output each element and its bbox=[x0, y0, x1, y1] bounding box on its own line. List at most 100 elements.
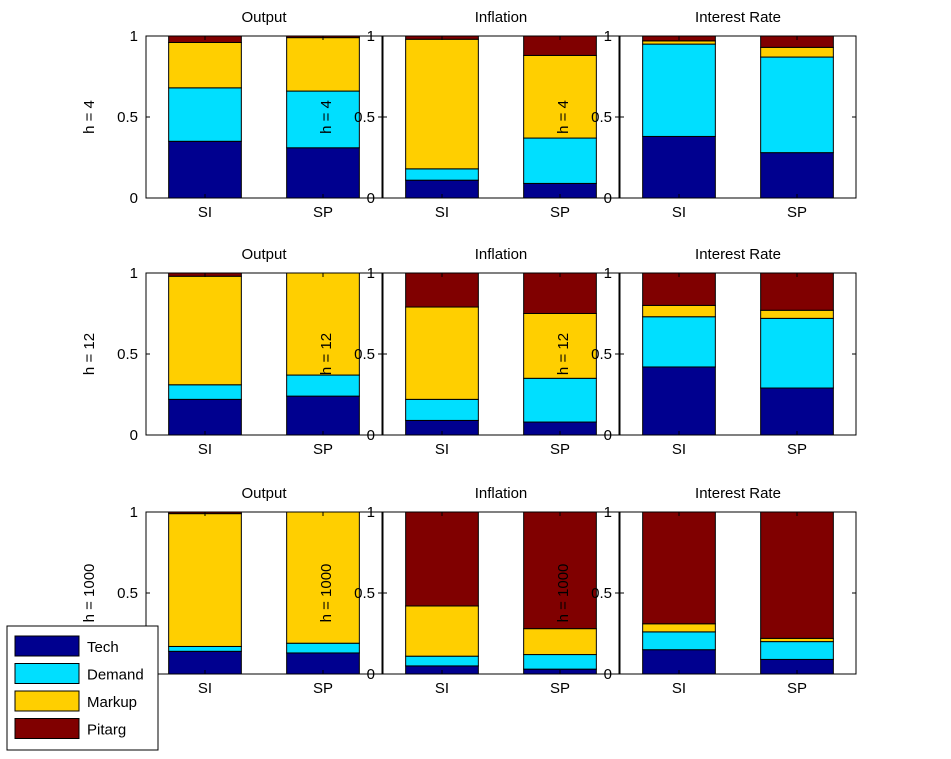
bar-segment-tech-si bbox=[168, 398, 242, 436]
subplot-1: 0 0.5 1 SI SP Output h = 4 bbox=[81, 9, 383, 221]
y-tick-label: 0.5 bbox=[591, 585, 612, 602]
subplot-title: Inflation bbox=[475, 485, 528, 502]
subplot-9: 0 0.5 1 SI SP Interest Rate h = 1000 bbox=[555, 485, 857, 697]
bar-segment-demand-si bbox=[168, 645, 242, 652]
x-tick-label: SI bbox=[435, 204, 449, 221]
bar-segment-pitarg-sp bbox=[760, 511, 834, 639]
bar-segment-markup-si bbox=[642, 304, 716, 318]
legend-label-markup: Markup bbox=[87, 694, 137, 711]
bar-segment-demand-sp bbox=[523, 377, 597, 423]
bar-segment-demand-sp bbox=[760, 56, 834, 154]
x-tick-label: SP bbox=[313, 680, 333, 697]
y-tick-label: 1 bbox=[367, 28, 375, 45]
y-tick-label: 0.5 bbox=[117, 346, 138, 363]
bar-segment-tech-sp bbox=[286, 395, 360, 436]
legend-swatch-tech bbox=[14, 635, 80, 657]
bar-segment-markup-sp bbox=[760, 309, 834, 319]
y-axis-label: h = 12 bbox=[555, 333, 572, 375]
bar-segment-demand-si bbox=[405, 655, 479, 667]
y-tick-label: 1 bbox=[604, 265, 612, 282]
subplot-title: Output bbox=[241, 246, 287, 263]
x-tick-label: SI bbox=[672, 441, 686, 458]
bar-segment-tech-si bbox=[642, 649, 716, 675]
subplot-2: 0 0.5 1 SI SP Inflation h = 4 bbox=[318, 9, 620, 221]
y-tick-label: 1 bbox=[130, 265, 138, 282]
x-tick-label: SI bbox=[672, 204, 686, 221]
legend-swatch-markup bbox=[14, 690, 80, 712]
bar-segment-markup-si bbox=[405, 38, 479, 170]
subplot-title: Output bbox=[241, 485, 287, 502]
y-tick-label: 0 bbox=[604, 190, 612, 207]
y-tick-label: 0.5 bbox=[354, 109, 375, 126]
y-axis-label: h = 12 bbox=[318, 333, 335, 375]
bar-segment-markup-si bbox=[405, 605, 479, 657]
bar-segment-markup-si bbox=[642, 623, 716, 633]
bar-segment-tech-sp bbox=[760, 152, 834, 199]
bar-segment-demand-si bbox=[168, 384, 242, 400]
bar-segment-demand-sp bbox=[286, 90, 360, 149]
x-tick-label: SP bbox=[787, 680, 807, 697]
bar-segment-demand-si bbox=[168, 87, 242, 142]
y-axis-label: h = 4 bbox=[318, 100, 335, 134]
legend-label-tech: Tech bbox=[87, 639, 119, 656]
y-axis-label: h = 1000 bbox=[81, 564, 98, 623]
y-tick-label: 0.5 bbox=[117, 109, 138, 126]
x-tick-label: SP bbox=[550, 680, 570, 697]
x-tick-label: SI bbox=[198, 680, 212, 697]
y-axis-label: h = 12 bbox=[81, 333, 98, 375]
bar-segment-markup-si bbox=[168, 41, 242, 89]
x-tick-label: SP bbox=[550, 204, 570, 221]
bar-segment-pitarg-sp bbox=[523, 272, 597, 314]
bar-segment-markup-sp bbox=[523, 313, 597, 379]
y-tick-label: 0 bbox=[130, 190, 138, 207]
bar-segment-markup-sp bbox=[286, 37, 360, 92]
bar-segment-markup-sp bbox=[286, 272, 360, 376]
x-tick-label: SI bbox=[672, 680, 686, 697]
bar-segment-tech-sp bbox=[760, 387, 834, 436]
bar-segment-pitarg-si bbox=[642, 272, 716, 306]
bar-segment-demand-sp bbox=[760, 317, 834, 389]
bar-segment-demand-sp bbox=[286, 374, 360, 397]
subplot-title: Output bbox=[241, 9, 287, 26]
x-tick-label: SI bbox=[198, 204, 212, 221]
subplot-5: 0 0.5 1 SI SP Inflation h = 12 bbox=[318, 246, 620, 458]
y-tick-label: 1 bbox=[130, 504, 138, 521]
y-tick-label: 0 bbox=[604, 427, 612, 444]
bar-segment-demand-sp bbox=[286, 642, 360, 654]
x-tick-label: SP bbox=[787, 441, 807, 458]
y-tick-label: 0 bbox=[367, 427, 375, 444]
bar-segment-demand-si bbox=[642, 631, 716, 651]
bar-segment-tech-si bbox=[642, 366, 716, 436]
bar-segment-demand-sp bbox=[760, 641, 834, 660]
subplot-title: Inflation bbox=[475, 9, 528, 26]
x-tick-label: SI bbox=[435, 680, 449, 697]
bar-segment-pitarg-sp bbox=[760, 272, 834, 311]
y-axis-label: h = 1000 bbox=[555, 564, 572, 623]
legend: Tech Demand Markup Pitarg bbox=[6, 625, 159, 751]
bar-segment-markup-si bbox=[168, 275, 242, 386]
subplot-title: Interest Rate bbox=[695, 246, 781, 263]
bar-segment-pitarg-si bbox=[405, 511, 479, 607]
y-axis-label: h = 4 bbox=[555, 100, 572, 134]
bar-segment-pitarg-sp bbox=[523, 511, 597, 630]
y-tick-label: 1 bbox=[604, 28, 612, 45]
subplot-7: 0 0.5 1 SI SP Output h = 1000 bbox=[81, 485, 383, 697]
y-axis-label: h = 4 bbox=[81, 100, 98, 134]
legend-label-demand: Demand bbox=[87, 667, 144, 684]
y-tick-label: 1 bbox=[367, 265, 375, 282]
legend-swatch-demand bbox=[14, 663, 80, 684]
y-tick-label: 0 bbox=[367, 666, 375, 683]
y-tick-label: 0.5 bbox=[354, 585, 375, 602]
y-tick-label: 0 bbox=[367, 190, 375, 207]
legend-swatch-pitarg bbox=[14, 718, 80, 739]
subplot-title: Inflation bbox=[475, 246, 528, 263]
bar-segment-demand-si bbox=[405, 168, 479, 181]
y-tick-label: 0.5 bbox=[591, 109, 612, 126]
bar-segment-markup-sp bbox=[523, 628, 597, 656]
bar-segment-pitarg-si bbox=[405, 272, 479, 308]
subplot-8: 0 0.5 1 SI SP Inflation h = 1000 bbox=[318, 485, 620, 697]
subplot-title: Interest Rate bbox=[695, 485, 781, 502]
bar-segment-pitarg-si bbox=[642, 511, 716, 625]
bar-segment-demand-si bbox=[405, 398, 479, 421]
